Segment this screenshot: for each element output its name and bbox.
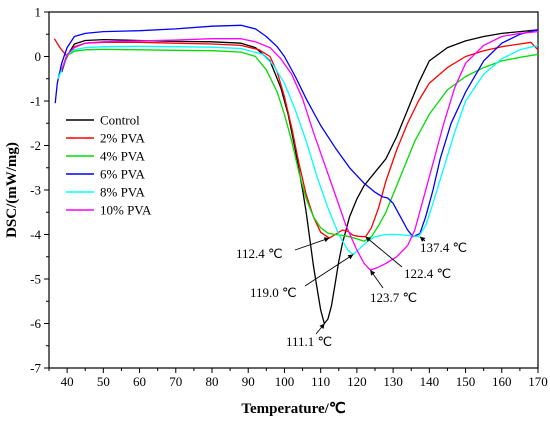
- x-tick-label: 130: [383, 374, 403, 389]
- legend-label: 10% PVA: [100, 203, 152, 218]
- annotation-label: 112.4 ℃: [236, 246, 283, 261]
- y-axis-title: DSC/(mW/mg): [4, 142, 20, 238]
- x-tick-label: 90: [242, 374, 255, 389]
- annotation-arrowhead: [347, 254, 354, 260]
- series-line-8-pva: [57, 44, 539, 256]
- x-tick-label: 120: [347, 374, 367, 389]
- series-lines: [53, 24, 539, 325]
- y-tick-label: -1: [30, 94, 41, 109]
- x-tick-label: 100: [275, 374, 295, 389]
- x-tick-label: 80: [206, 374, 219, 389]
- annotation-leader: [294, 237, 330, 251]
- annotation-arrowhead: [323, 237, 330, 243]
- x-tick-label: 110: [311, 374, 330, 389]
- annotation-arrowhead: [419, 236, 426, 242]
- annotation-label: 119.0 ℃: [250, 285, 297, 300]
- series-line-4-pva: [57, 48, 539, 242]
- annotation-label: 122.4 ℃: [404, 266, 451, 281]
- annotation-arrowhead: [365, 236, 372, 242]
- y-tick-label: 1: [35, 5, 42, 20]
- legend-label: 6% PVA: [100, 167, 146, 182]
- legend-label: 4% PVA: [100, 149, 146, 164]
- x-tick-label: 50: [97, 374, 110, 389]
- annotation-label: 137.4 ℃: [420, 240, 467, 255]
- y-tick-label: 0: [35, 49, 42, 64]
- y-tick-label: -2: [30, 138, 41, 153]
- x-tick-label: 70: [169, 374, 182, 389]
- y-tick-label: -7: [30, 361, 41, 376]
- x-tick-label: 170: [528, 374, 548, 389]
- annotation-leader: [365, 236, 403, 268]
- annotation-arrowhead: [319, 323, 325, 330]
- x-tick-label: 160: [492, 374, 512, 389]
- series-line-6-pva: [54, 24, 539, 238]
- peak-annotations: 111.1 ℃ 112.4 ℃ 119.0 ℃ 122.4 ℃ 123.7 ℃ 137.4…: [236, 236, 467, 349]
- legend-label: 8% PVA: [100, 185, 146, 200]
- legend-label: 2% PVA: [100, 131, 146, 146]
- annotation-arrowhead: [370, 270, 376, 276]
- y-tick-label: -4: [30, 227, 41, 242]
- x-axis-title: Temperature/℃: [241, 401, 345, 417]
- annotation-leader: [304, 254, 354, 287]
- axis-frame: 40 50 60 70 80 90 100 110 120 130 140 150 160 170 1 0 -1…: [30, 5, 548, 390]
- legend: Control 2% PVA 4% PVA 6% PVA 8% PVA 10% PVA: [66, 113, 152, 218]
- x-tick-label: 140: [420, 374, 440, 389]
- annotation-label: 123.7 ℃: [370, 290, 417, 305]
- x-tick-label: 60: [133, 374, 146, 389]
- legend-label: Control: [100, 113, 140, 128]
- y-tick-label: -5: [30, 272, 41, 287]
- y-tick-label: -3: [30, 183, 41, 198]
- series-line-10-pva: [61, 30, 539, 271]
- y-tick-label: -6: [30, 316, 41, 331]
- x-tick-label: 40: [61, 374, 74, 389]
- series-line-2-pva: [53, 38, 539, 239]
- annotation-label: 111.1 ℃: [286, 334, 332, 349]
- x-tick-label: 150: [456, 374, 476, 389]
- series-line-control: [61, 29, 539, 325]
